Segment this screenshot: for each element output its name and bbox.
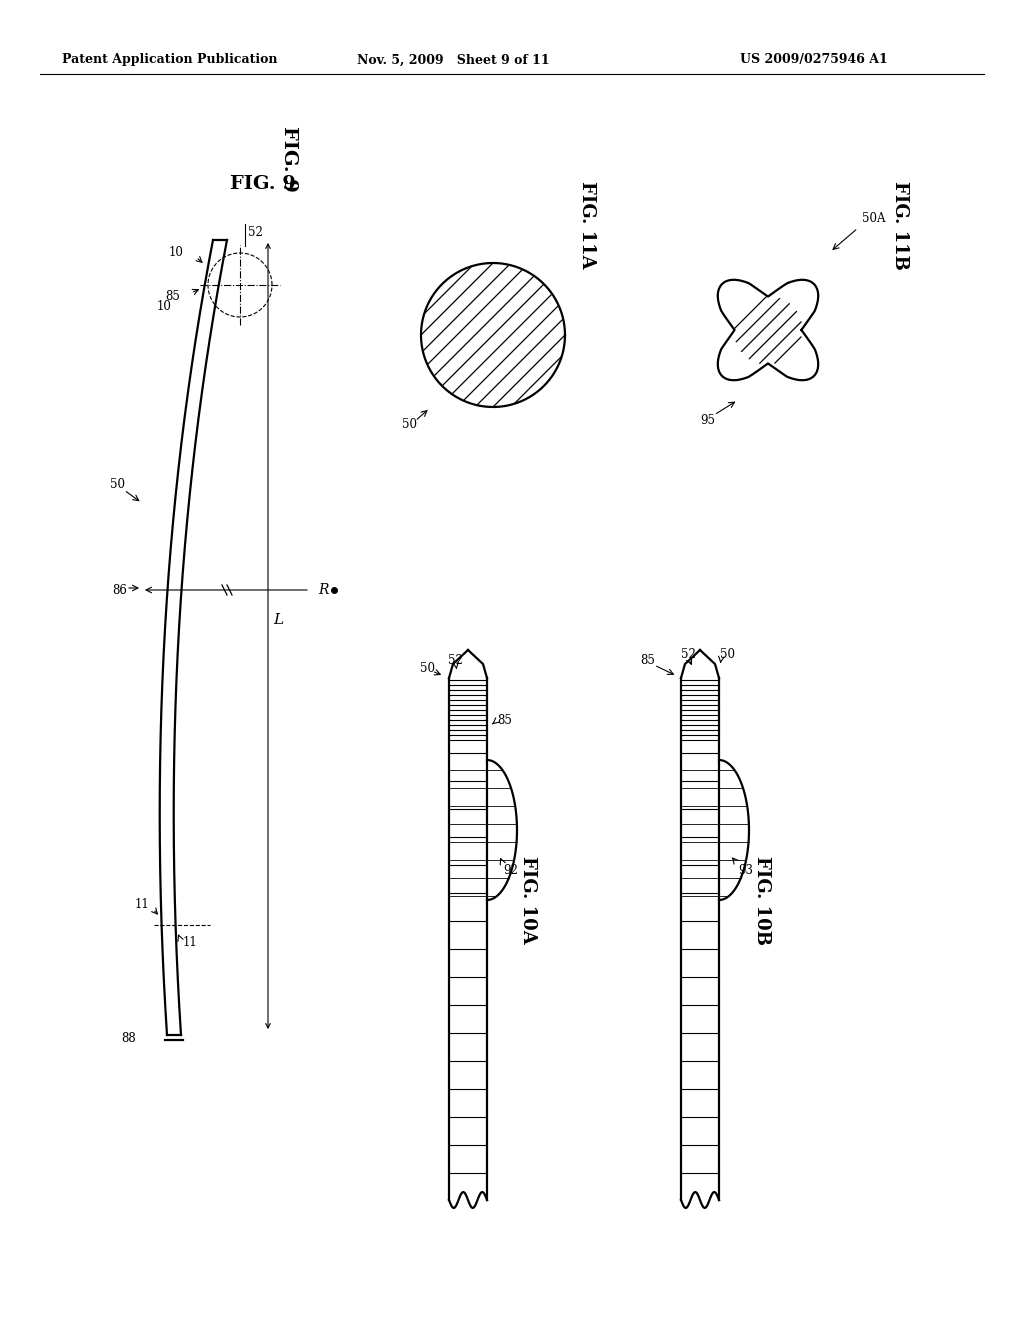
Text: R: R [318, 583, 329, 597]
Text: 11: 11 [183, 936, 198, 949]
Text: US 2009/0275946 A1: US 2009/0275946 A1 [740, 54, 888, 66]
Text: 92: 92 [503, 863, 518, 876]
Text: 52: 52 [248, 226, 263, 239]
Text: 52: 52 [681, 648, 696, 661]
Text: FIG. 9: FIG. 9 [280, 127, 298, 191]
Text: FIG. 9: FIG. 9 [230, 176, 296, 193]
Text: 93: 93 [738, 863, 753, 876]
Text: 50A: 50A [862, 211, 886, 224]
Text: 85: 85 [640, 653, 655, 667]
Text: 50: 50 [720, 648, 735, 661]
Text: 85: 85 [497, 714, 512, 726]
Text: 88: 88 [121, 1031, 136, 1044]
Text: 95: 95 [700, 413, 715, 426]
Text: Nov. 5, 2009   Sheet 9 of 11: Nov. 5, 2009 Sheet 9 of 11 [357, 54, 550, 66]
Text: Patent Application Publication: Patent Application Publication [62, 54, 278, 66]
Text: FIG. 10B: FIG. 10B [753, 855, 771, 945]
Text: 50: 50 [420, 661, 435, 675]
Text: 10: 10 [168, 247, 183, 260]
Text: 10: 10 [157, 301, 172, 314]
Text: 50: 50 [402, 418, 417, 432]
Text: FIG. 11A: FIG. 11A [578, 181, 596, 269]
Text: 86: 86 [112, 583, 127, 597]
Text: 85: 85 [165, 290, 180, 304]
Text: FIG. 10A: FIG. 10A [519, 857, 537, 944]
Text: FIG. 11B: FIG. 11B [891, 181, 909, 269]
Text: 52: 52 [449, 653, 463, 667]
Text: 11: 11 [134, 899, 150, 912]
Text: L: L [273, 612, 283, 627]
Text: 50: 50 [110, 479, 125, 491]
